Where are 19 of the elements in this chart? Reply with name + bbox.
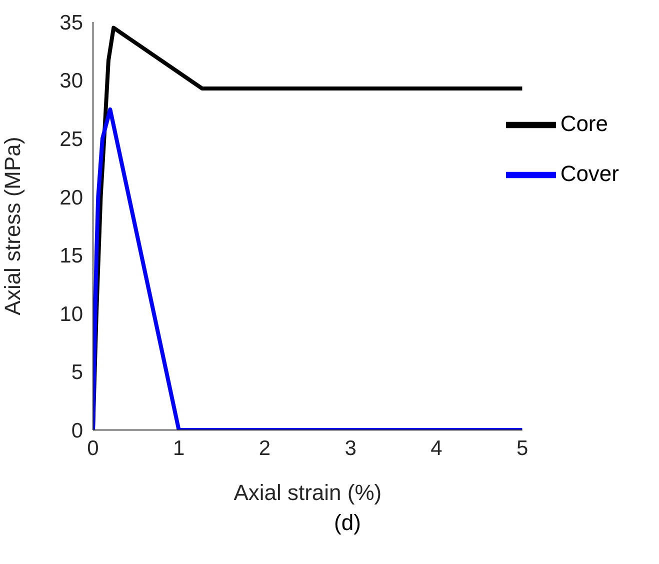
y-tick-label: 0 bbox=[71, 419, 83, 442]
legend-label: Cover bbox=[560, 160, 619, 186]
x-tick-label: 5 bbox=[516, 436, 528, 460]
legend-label: Core bbox=[560, 110, 608, 136]
y-axis-title: Axial stress (MPa) bbox=[0, 136, 25, 316]
y-tick-label: 5 bbox=[71, 361, 83, 384]
y-tick-label: 10 bbox=[60, 302, 83, 326]
y-tick-label: 20 bbox=[60, 186, 83, 210]
x-axis-title: Axial strain (%) bbox=[234, 480, 382, 505]
x-tick-label: 2 bbox=[258, 436, 271, 460]
y-tick-label: 35 bbox=[60, 11, 83, 34]
text: (d) bbox=[333, 510, 362, 536]
x-tick-label: 4 bbox=[430, 436, 443, 460]
y-tick-label: 25 bbox=[60, 128, 83, 152]
x-tick-label: 0 bbox=[87, 436, 99, 460]
y-tick-label: 15 bbox=[60, 244, 83, 268]
y-tick-label: 30 bbox=[60, 70, 83, 93]
x-tick-label: 3 bbox=[344, 436, 356, 460]
x-tick-label: 1 bbox=[173, 436, 185, 460]
